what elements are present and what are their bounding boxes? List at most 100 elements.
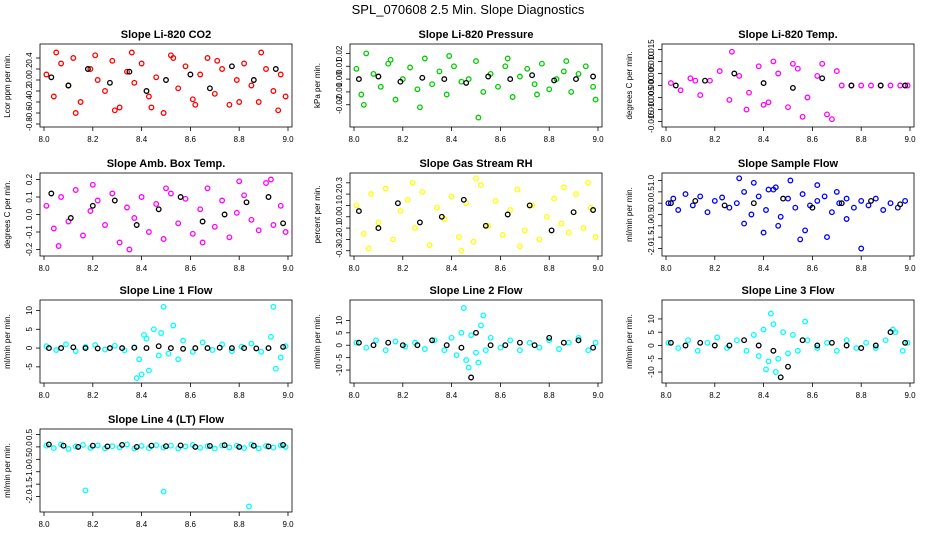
x-tick-label: 8.6 [495, 135, 507, 144]
data-point [87, 66, 94, 72]
data-point [263, 66, 269, 72]
data-point [77, 99, 84, 105]
data-point [675, 345, 682, 352]
data-point [138, 371, 145, 378]
data-point [843, 342, 850, 349]
data-point [267, 333, 274, 340]
data-point [585, 179, 592, 186]
data-point [124, 68, 130, 75]
plot-frame [349, 43, 603, 128]
data-point [228, 345, 235, 352]
y-tick-label: 0.01 [335, 58, 344, 74]
data-point [72, 110, 79, 116]
data-point [158, 330, 165, 336]
data-point [731, 70, 738, 77]
y-tick-label: 0.2 [335, 188, 344, 200]
data-point [828, 116, 835, 123]
data-point [772, 184, 779, 191]
data-point [858, 82, 865, 89]
series-colored [353, 305, 599, 371]
x-tick-label: 8.6 [807, 391, 819, 400]
data-point [404, 196, 411, 203]
y-tick-label: -10 [335, 364, 344, 376]
data-point [573, 76, 579, 83]
data-point [843, 337, 850, 344]
y-tick-label: 0.000 [647, 75, 656, 96]
y-tick-label: 0.0 [25, 208, 34, 220]
data-point [536, 236, 543, 243]
data-point [258, 348, 265, 355]
y-tick-label: -0.3 [335, 243, 344, 257]
plot-frame [661, 172, 915, 257]
data-point [482, 222, 489, 229]
x-tick-label: 9.0 [904, 264, 916, 273]
panel-title: Slope Line 4 (LT) Flow [108, 414, 224, 426]
x-tick-label: 8.6 [807, 264, 819, 273]
data-point [165, 350, 172, 357]
data-point [243, 199, 250, 206]
y-axis-label: ml/min per min. [625, 314, 634, 369]
data-point [102, 346, 108, 353]
data-point [755, 342, 762, 349]
x-tick-label: 8.0 [348, 135, 360, 144]
data-point [792, 204, 799, 211]
x-tick-label: 8.0 [660, 264, 672, 273]
data-point [746, 89, 752, 96]
data-point [167, 190, 174, 197]
data-point [353, 65, 360, 72]
data-point [419, 74, 426, 81]
data-point [111, 342, 118, 349]
panel-slope-sample-flow: Slope Sample Flow ml/min per min. -2.0-1.5… [625, 158, 916, 273]
data-point [177, 442, 184, 449]
data-point [563, 58, 570, 65]
data-point [167, 442, 174, 449]
data-point [902, 197, 909, 204]
data-point [429, 81, 436, 88]
y-tick-label: 0.1 [25, 191, 34, 203]
data-point [460, 305, 467, 311]
y-tick-label: -0.2 [335, 232, 344, 246]
data-point [43, 71, 50, 78]
data-point [804, 94, 811, 101]
y-tick-label: 0.0 [647, 197, 656, 209]
data-point [575, 70, 582, 77]
data-point [370, 342, 377, 349]
data-point [819, 60, 826, 67]
data-point [155, 343, 162, 350]
data-point [253, 345, 260, 352]
y-tick-label: 5 [25, 327, 34, 332]
data-point [214, 57, 221, 64]
data-point [441, 76, 448, 83]
y-tick-label: -0.1 [25, 225, 34, 239]
data-point [880, 207, 887, 213]
data-point [155, 206, 162, 213]
x-tick-label: 8.8 [544, 391, 556, 400]
data-point [153, 201, 160, 207]
data-point [485, 222, 492, 229]
data-point [677, 87, 684, 94]
data-point [777, 374, 784, 381]
data-point [419, 188, 426, 195]
data-point [255, 445, 262, 452]
data-point [145, 229, 152, 235]
y-axis-label: kPa per min. [313, 63, 322, 108]
data-point [760, 229, 767, 236]
data-point [775, 222, 782, 229]
data-point [507, 76, 514, 83]
series-black [48, 63, 279, 94]
data-point [116, 104, 123, 111]
data-point [148, 104, 155, 111]
y-tick-label: -0.2 [25, 84, 34, 98]
data-point [667, 80, 674, 87]
data-point [43, 202, 50, 209]
y-tick-label: -0.010 [647, 98, 656, 121]
x-tick-label: 8.8 [856, 264, 868, 273]
data-point [799, 113, 806, 120]
data-point [760, 80, 767, 87]
data-point [767, 310, 774, 317]
y-tick-label: 0.3 [335, 177, 344, 189]
data-point [263, 180, 269, 186]
data-point [119, 441, 126, 448]
